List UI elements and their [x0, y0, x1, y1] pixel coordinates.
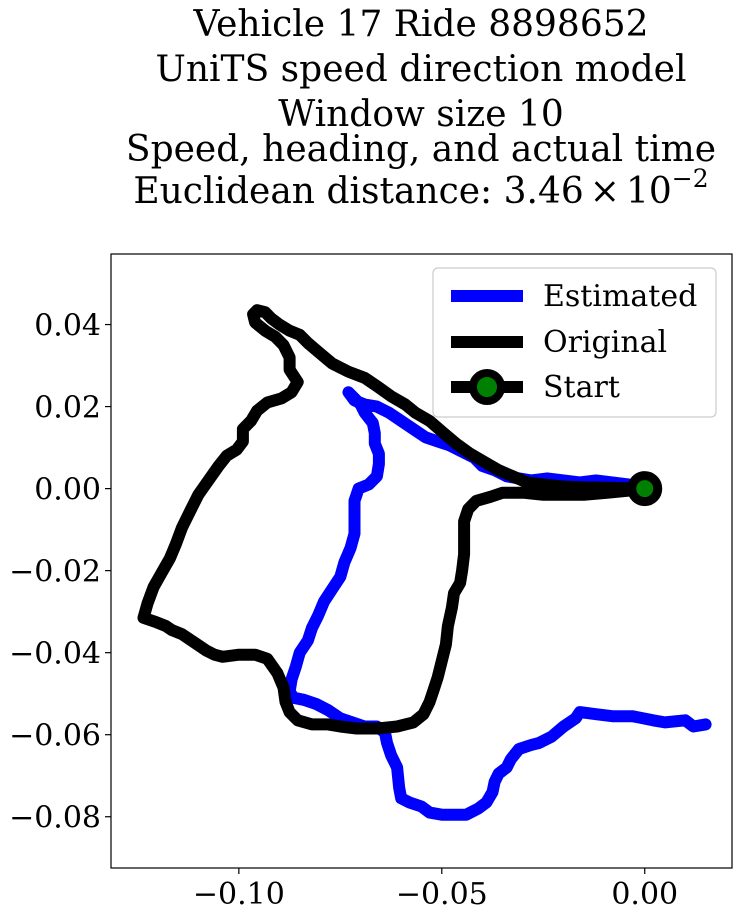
legend-label-estimated: Estimated [543, 279, 697, 314]
series-estimated-line [283, 386, 712, 821]
y-tick-label: −0.04 [9, 637, 101, 672]
x-tick-label: 0.00 [611, 877, 678, 912]
series-original-line [137, 304, 651, 735]
y-tick-label: −0.06 [9, 719, 101, 754]
title-line-5: Euclidean distance: 3.46 × 10−2 [133, 164, 708, 212]
title-distance-base: 10 [626, 171, 672, 212]
legend-marker-start [469, 369, 505, 405]
plot-frame [110, 253, 733, 869]
y-tick-label: 0.04 [34, 309, 101, 344]
title-line-4: Speed, heading, and actual time [126, 129, 716, 170]
title-distance-mantissa: 3.46 [504, 171, 584, 212]
legend-label-original: Original [543, 325, 667, 360]
legend-label-start: Start [543, 370, 620, 405]
x-tick-label: −0.10 [193, 877, 285, 912]
y-tick-label: 0.00 [34, 473, 101, 508]
title-distance-exponent: −2 [672, 164, 709, 193]
y-tick-label: −0.02 [9, 555, 101, 590]
title-distance-times: × [590, 171, 620, 212]
title-line-3: Window size 10 [278, 94, 564, 135]
title-line-2: UniTS speed direction model [156, 49, 687, 90]
series-layer [137, 304, 712, 821]
y-tick-label: −0.08 [9, 801, 101, 836]
ticks-layer: −0.10 −0.05 0.00 0.04 0.02 0.00 −0.02 −0.04 −0.0… [9, 309, 678, 912]
legend-box [432, 267, 717, 418]
title-line-1: Vehicle 17 Ride 8898652 [192, 4, 648, 45]
legend: Estimated Original Start [432, 267, 717, 418]
title-distance-label: Euclidean distance: [133, 171, 503, 212]
chart-title: Vehicle 17 Ride 8898652 UniTS speed dire… [126, 4, 716, 212]
x-tick-label: −0.05 [396, 877, 488, 912]
y-tick-label: 0.02 [34, 391, 101, 426]
series-start-marker-1 [627, 471, 663, 507]
